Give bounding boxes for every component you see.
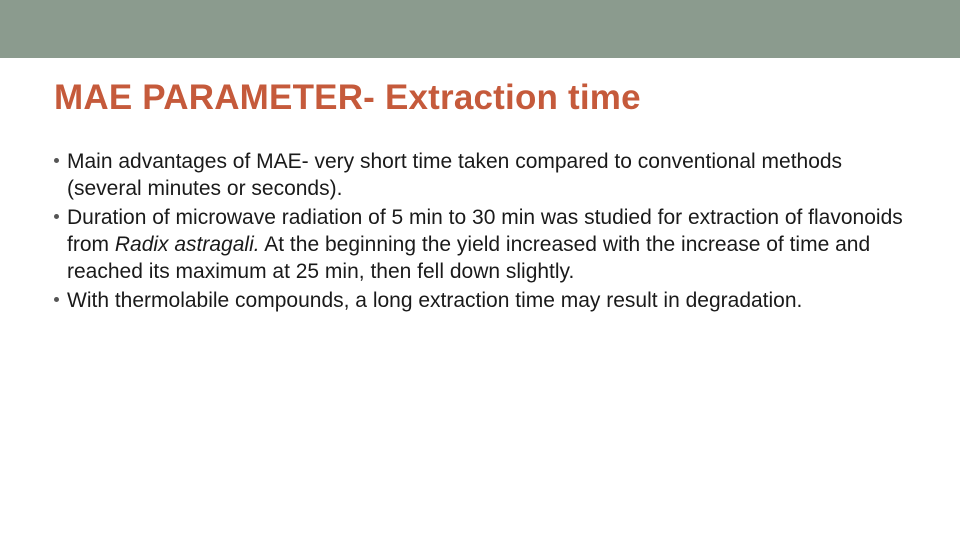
slide: MAE PARAMETER- Extraction time Main adva… <box>0 0 960 540</box>
slide-content: Main advantages of MAE- very short time … <box>54 148 906 316</box>
bullet-dot-icon <box>54 214 59 219</box>
bullet-text: Main advantages of MAE- very short time … <box>67 148 906 202</box>
bullet-dot-icon <box>54 158 59 163</box>
bullet-item: Duration of microwave radiation of 5 min… <box>54 204 906 285</box>
bullet-dot-icon <box>54 297 59 302</box>
bullet-text: With thermolabile compounds, a long extr… <box>67 287 802 314</box>
slide-title: MAE PARAMETER- Extraction time <box>54 78 641 118</box>
bullet-text-italic: Radix astragali. <box>115 233 260 256</box>
bullet-text: Duration of microwave radiation of 5 min… <box>67 204 906 285</box>
slide-top-band <box>0 0 960 58</box>
bullet-item: Main advantages of MAE- very short time … <box>54 148 906 202</box>
bullet-item: With thermolabile compounds, a long extr… <box>54 287 906 314</box>
